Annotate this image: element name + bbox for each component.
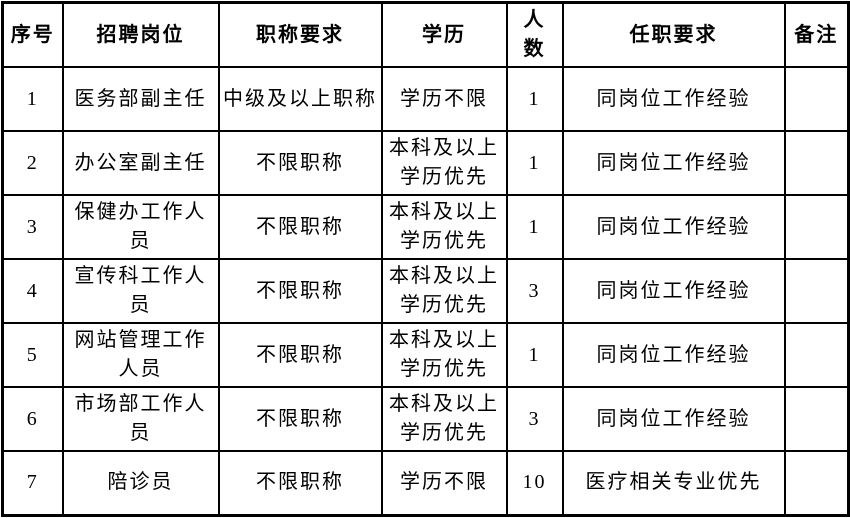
cell-note bbox=[783, 258, 850, 324]
cell-index: 4 bbox=[1, 258, 64, 324]
table-row: 7 陪诊员 不限职称 学历不限 10 医疗相关专业优先 bbox=[1, 450, 850, 516]
cell-headcount: 3 bbox=[505, 258, 564, 324]
cell-education: 本科及以上学历优先 bbox=[380, 322, 508, 388]
cell-position: 宣传科工作人员 bbox=[61, 258, 220, 324]
cell-note bbox=[783, 322, 850, 388]
cell-note bbox=[783, 194, 850, 260]
cell-position: 陪诊员 bbox=[61, 450, 220, 516]
table-row: 4 宣传科工作人员 不限职称 本科及以上学历优先 3 同岗位工作经验 bbox=[1, 258, 850, 324]
cell-education: 本科及以上学历优先 bbox=[380, 194, 508, 260]
cell-education: 本科及以上学历优先 bbox=[380, 130, 508, 196]
cell-job-requirement: 同岗位工作经验 bbox=[561, 322, 786, 388]
cell-position: 市场部工作人员 bbox=[61, 386, 220, 452]
column-header-education: 学历 bbox=[380, 1, 508, 68]
cell-title-requirement: 不限职称 bbox=[217, 258, 383, 324]
cell-headcount: 10 bbox=[505, 450, 564, 516]
cell-job-requirement: 同岗位工作经验 bbox=[561, 130, 786, 196]
table-row: 1 医务部副主任 中级及以上职称 学历不限 1 同岗位工作经验 bbox=[1, 66, 850, 132]
cell-position: 医务部副主任 bbox=[61, 66, 220, 132]
table-row: 6 市场部工作人员 不限职称 本科及以上学历优先 3 同岗位工作经验 bbox=[1, 386, 850, 452]
cell-title-requirement: 不限职称 bbox=[217, 194, 383, 260]
cell-index: 1 bbox=[1, 66, 64, 132]
header-row: 序号 招聘岗位 职称要求 学历 人数 任职要求 备注 bbox=[1, 1, 850, 68]
column-header-note: 备注 bbox=[783, 1, 850, 68]
cell-job-requirement: 同岗位工作经验 bbox=[561, 258, 786, 324]
cell-index: 2 bbox=[1, 130, 64, 196]
cell-job-requirement: 医疗相关专业优先 bbox=[561, 450, 786, 516]
cell-title-requirement: 不限职称 bbox=[217, 322, 383, 388]
cell-index: 3 bbox=[1, 194, 64, 260]
column-header-headcount: 人数 bbox=[505, 1, 564, 68]
cell-position: 网站管理工作人员 bbox=[61, 322, 220, 388]
cell-headcount: 1 bbox=[505, 194, 564, 260]
cell-job-requirement: 同岗位工作经验 bbox=[561, 194, 786, 260]
cell-index: 6 bbox=[1, 386, 64, 452]
cell-note bbox=[783, 130, 850, 196]
cell-note bbox=[783, 66, 850, 132]
cell-headcount: 1 bbox=[505, 66, 564, 132]
cell-title-requirement: 不限职称 bbox=[217, 386, 383, 452]
column-header-job-requirement: 任职要求 bbox=[561, 1, 786, 68]
cell-note bbox=[783, 386, 850, 452]
cell-position: 办公室副主任 bbox=[61, 130, 220, 196]
table-row: 3 保健办工作人员 不限职称 本科及以上学历优先 1 同岗位工作经验 bbox=[1, 194, 850, 260]
cell-note bbox=[783, 450, 850, 516]
cell-education: 本科及以上学历优先 bbox=[380, 386, 508, 452]
table-row: 5 网站管理工作人员 不限职称 本科及以上学历优先 1 同岗位工作经验 bbox=[1, 322, 850, 388]
column-header-title-requirement: 职称要求 bbox=[217, 1, 383, 68]
cell-education: 本科及以上学历优先 bbox=[380, 258, 508, 324]
cell-headcount: 1 bbox=[505, 130, 564, 196]
cell-title-requirement: 不限职称 bbox=[217, 450, 383, 516]
cell-position: 保健办工作人员 bbox=[61, 194, 220, 260]
cell-title-requirement: 中级及以上职称 bbox=[217, 66, 383, 132]
column-header-position: 招聘岗位 bbox=[61, 1, 220, 68]
cell-headcount: 3 bbox=[505, 386, 564, 452]
cell-education: 学历不限 bbox=[380, 66, 508, 132]
cell-title-requirement: 不限职称 bbox=[217, 130, 383, 196]
table-row: 2 办公室副主任 不限职称 本科及以上学历优先 1 同岗位工作经验 bbox=[1, 130, 850, 196]
cell-job-requirement: 同岗位工作经验 bbox=[561, 66, 786, 132]
cell-headcount: 1 bbox=[505, 322, 564, 388]
cell-education: 学历不限 bbox=[380, 450, 508, 516]
column-header-index: 序号 bbox=[1, 1, 64, 68]
cell-index: 5 bbox=[1, 322, 64, 388]
cell-job-requirement: 同岗位工作经验 bbox=[561, 386, 786, 452]
cell-index: 7 bbox=[1, 450, 64, 516]
